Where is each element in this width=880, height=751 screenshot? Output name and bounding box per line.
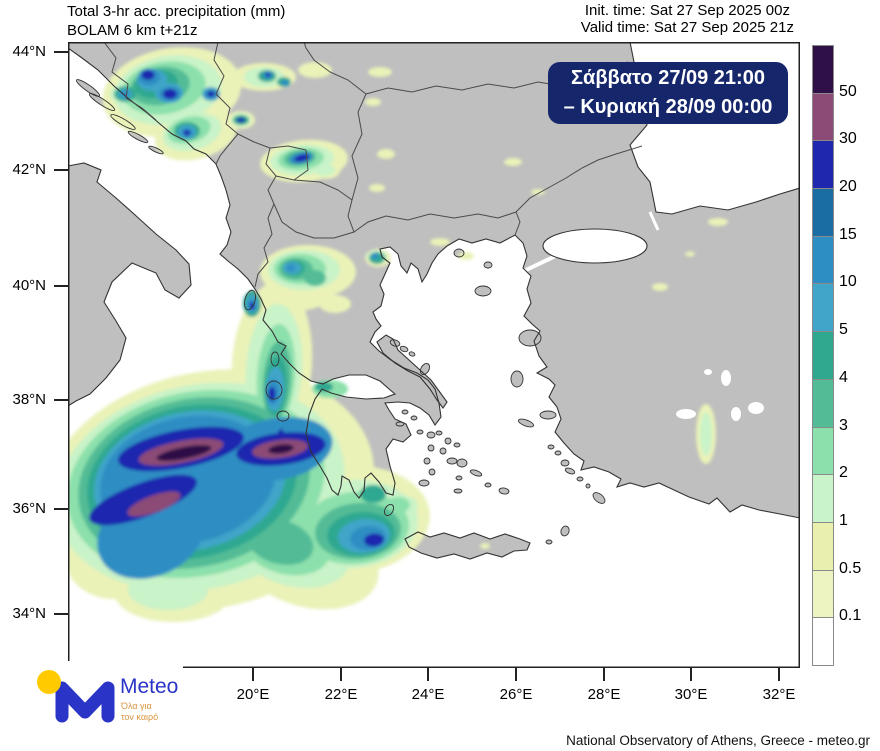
credit-text: National Observatory of Athens, Greece -… [566,733,870,748]
logo-tagline-line1: Όλα για [121,701,152,711]
lat-tick-label: 42°N [12,161,46,178]
lat-tick-mark [54,508,68,510]
colorbar-label: 20 [839,178,857,196]
colorbar-label: 1 [839,511,848,529]
colorbar-label: 4 [839,368,848,386]
lat-tick-label: 36°N [12,500,46,517]
colorbar-segment [812,569,834,619]
logo-sun-icon [37,670,61,694]
lon-tick-mark [427,668,429,681]
lon-tick-mark [778,668,780,681]
marmara-and-lakes [543,229,764,421]
colorbar-label: 0.5 [839,559,862,577]
map-title: Total 3-hr acc. precipitation (mm) BOLAM… [67,2,285,40]
colorbar-segment [812,140,834,190]
lat-tick-label: 38°N [12,391,46,408]
lat-tick-mark [54,399,68,401]
colorbar-label: 30 [839,130,857,148]
colorbar-segment [812,521,834,571]
lat-tick-mark [54,169,68,171]
lat-tick-label: 34°N [12,605,46,622]
country-borders [103,42,643,288]
colorbar-label: 0.1 [839,607,862,625]
colorbar-label: 2 [839,464,848,482]
lat-tick-mark [54,51,68,53]
colorbar-segment [812,45,834,94]
lon-tick-mark [252,668,254,681]
logo-tagline-line2: τον καιρό [121,712,159,722]
colorbar-segment [812,92,834,142]
valid-time-label: Valid time: Sat 27 Sep 2025 21z [580,19,794,36]
lat-tick-mark [54,285,68,287]
colorbar-label: 15 [839,225,857,243]
colorbar-segment [812,426,834,476]
precipitation-field [68,46,728,622]
lon-tick-mark [690,668,692,681]
valid-period-line1: Σάββατο 27/09 21:00 [571,67,765,89]
logo-m-glyph [55,681,115,723]
valid-period-badge: Σάββατο 27/09 21:00 – Κυριακή 28/09 00:0… [548,62,788,124]
lon-tick-mark [340,668,342,681]
lat-tick-label: 44°N [12,43,46,60]
lon-tick-label: 28°E [587,686,621,703]
lon-tick-label: 30°E [674,686,708,703]
lon-tick-mark [515,668,517,681]
colorbar-label: 3 [839,416,848,434]
colorbar-label: 50 [839,82,857,100]
logo-brand-text: Meteo [120,675,179,698]
lon-tick-label: 24°E [411,686,445,703]
lon-tick-mark [603,668,605,681]
lon-tick-label: 26°E [499,686,533,703]
valid-period-line2: – Κυριακή 28/09 00:00 [563,96,773,118]
colorbar-segment [812,617,834,666]
lon-tick-label: 22°E [324,686,358,703]
meteo-logo: Meteo Όλα για τον καιρό [15,661,183,751]
coastlines [68,42,800,560]
init-time-label: Init. time: Sat 27 Sep 2025 00z [584,2,790,19]
meteo-logo-mark [37,670,115,723]
title-line1: Total 3-hr acc. precipitation (mm) [67,3,286,20]
colorbar-segment [812,188,834,237]
title-line2: BOLAM 6 km t+21z [67,22,198,39]
lon-tick-label: 32°E [762,686,796,703]
colorbar-label: 10 [839,273,857,291]
run-times: Init. time: Sat 27 Sep 2025 00z Valid ti… [581,2,794,36]
colorbar-label: 5 [839,321,848,339]
colorbar-segment [812,283,834,333]
lat-tick-mark [54,613,68,615]
colorbar-segment [812,378,834,428]
colorbar-segment [812,235,834,285]
lat-tick-label: 40°N [12,277,46,294]
colorbar-segment [812,474,834,523]
map-frame [68,42,800,668]
lon-tick-label: 20°E [236,686,270,703]
forecast-map [68,42,800,668]
colorbar-segment [812,331,834,380]
